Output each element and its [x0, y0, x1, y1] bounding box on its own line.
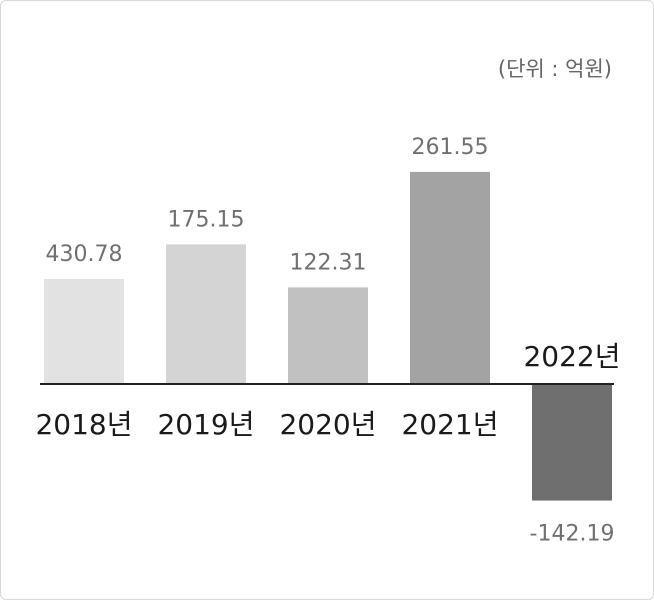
- bar-1: [44, 279, 124, 384]
- bar-4: [410, 171, 490, 384]
- data-label-4: 261.55: [412, 135, 489, 160]
- category-label-5: 2022년: [523, 340, 620, 373]
- category-label-2: 2019년: [157, 408, 254, 441]
- data-label-1: 430.78: [46, 242, 123, 267]
- data-label-5: -142.19: [530, 522, 615, 547]
- bar-5: [532, 384, 612, 501]
- category-label-3: 2020년: [279, 408, 376, 441]
- data-label-2: 175.15: [168, 207, 245, 232]
- unit-label: (단위 : 억원): [498, 57, 612, 81]
- bar-2: [166, 244, 246, 384]
- bar-3: [288, 287, 368, 384]
- category-label-1: 2018년: [35, 408, 132, 441]
- category-label-4: 2021년: [401, 408, 498, 441]
- data-label-3: 122.31: [290, 250, 367, 275]
